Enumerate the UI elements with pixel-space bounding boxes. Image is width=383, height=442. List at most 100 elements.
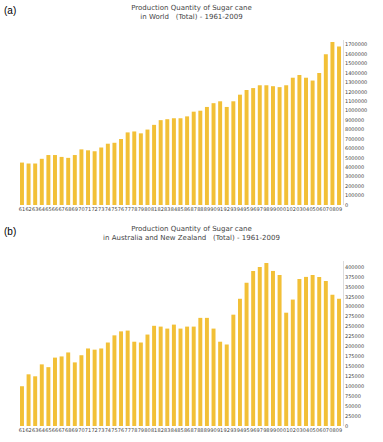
svg-text:06: 06 bbox=[316, 427, 322, 433]
svg-text:98: 98 bbox=[263, 206, 269, 212]
svg-text:86: 86 bbox=[184, 206, 190, 212]
svg-text:90: 90 bbox=[210, 427, 216, 433]
svg-text:91: 91 bbox=[217, 206, 223, 212]
svg-text:75: 75 bbox=[111, 427, 117, 433]
svg-text:75000: 75000 bbox=[345, 393, 361, 399]
svg-text:100000: 100000 bbox=[345, 383, 364, 389]
svg-text:68: 68 bbox=[65, 206, 71, 212]
svg-text:65: 65 bbox=[45, 427, 51, 433]
svg-text:66: 66 bbox=[52, 206, 58, 212]
svg-text:500000: 500000 bbox=[345, 155, 364, 161]
svg-text:375000: 375000 bbox=[345, 274, 364, 280]
svg-text:99: 99 bbox=[270, 427, 276, 433]
svg-text:(a): (a) bbox=[4, 5, 16, 16]
svg-text:400000: 400000 bbox=[345, 164, 364, 170]
svg-text:98: 98 bbox=[263, 427, 269, 433]
svg-text:89: 89 bbox=[204, 206, 210, 212]
svg-text:76: 76 bbox=[118, 206, 124, 212]
svg-text:07: 07 bbox=[323, 206, 329, 212]
svg-text:62: 62 bbox=[25, 206, 31, 212]
svg-text:95: 95 bbox=[243, 206, 249, 212]
svg-text:93: 93 bbox=[230, 427, 236, 433]
svg-text:1200000: 1200000 bbox=[345, 89, 367, 95]
svg-text:83: 83 bbox=[164, 206, 170, 212]
svg-text:97: 97 bbox=[257, 427, 263, 433]
svg-text:250000: 250000 bbox=[345, 323, 364, 329]
svg-text:02: 02 bbox=[290, 427, 296, 433]
svg-text:96: 96 bbox=[250, 206, 256, 212]
svg-text:72: 72 bbox=[91, 427, 97, 433]
svg-text:150000: 150000 bbox=[345, 363, 364, 369]
svg-text:63: 63 bbox=[32, 427, 38, 433]
svg-text:00: 00 bbox=[276, 427, 282, 433]
svg-text:94: 94 bbox=[237, 427, 243, 433]
svg-text:71: 71 bbox=[85, 427, 91, 433]
svg-text:00: 00 bbox=[276, 206, 282, 212]
svg-text:79: 79 bbox=[138, 206, 144, 212]
svg-text:04: 04 bbox=[303, 206, 309, 212]
svg-text:76: 76 bbox=[118, 427, 124, 433]
svg-text:300000: 300000 bbox=[345, 303, 364, 309]
svg-text:74: 74 bbox=[105, 206, 111, 212]
svg-text:77: 77 bbox=[124, 206, 130, 212]
svg-text:05: 05 bbox=[309, 427, 315, 433]
svg-text:64: 64 bbox=[39, 427, 45, 433]
svg-text:800000: 800000 bbox=[345, 126, 364, 132]
svg-text:80: 80 bbox=[144, 427, 150, 433]
svg-text:92: 92 bbox=[224, 427, 230, 433]
svg-text:300000: 300000 bbox=[345, 173, 364, 179]
svg-text:04: 04 bbox=[303, 427, 309, 433]
svg-text:87: 87 bbox=[191, 427, 197, 433]
svg-text:175000: 175000 bbox=[345, 353, 364, 359]
svg-text:84: 84 bbox=[171, 206, 177, 212]
svg-text:1700000: 1700000 bbox=[345, 41, 367, 47]
svg-text:85: 85 bbox=[177, 206, 183, 212]
svg-text:225000: 225000 bbox=[345, 333, 364, 339]
svg-text:67: 67 bbox=[58, 427, 64, 433]
svg-text:01: 01 bbox=[283, 427, 289, 433]
svg-text:86: 86 bbox=[184, 427, 190, 433]
svg-text:78: 78 bbox=[131, 206, 137, 212]
svg-text:50000: 50000 bbox=[345, 403, 361, 409]
svg-text:91: 91 bbox=[217, 427, 223, 433]
svg-text:96: 96 bbox=[250, 427, 256, 433]
svg-text:1600000: 1600000 bbox=[345, 51, 367, 57]
svg-text:87: 87 bbox=[191, 206, 197, 212]
svg-text:71: 71 bbox=[85, 206, 91, 212]
svg-text:1300000: 1300000 bbox=[345, 79, 367, 85]
svg-text:95: 95 bbox=[243, 427, 249, 433]
svg-text:08: 08 bbox=[329, 427, 335, 433]
svg-text:09: 09 bbox=[336, 206, 342, 212]
svg-text:82: 82 bbox=[157, 206, 163, 212]
svg-text:600000: 600000 bbox=[345, 145, 364, 151]
svg-text:Production Quantity of Sugar c: Production Quantity of Sugar canein Worl… bbox=[131, 4, 252, 21]
svg-text:64: 64 bbox=[39, 206, 45, 212]
svg-text:75: 75 bbox=[111, 206, 117, 212]
svg-text:70: 70 bbox=[78, 206, 84, 212]
svg-text:72: 72 bbox=[91, 206, 97, 212]
svg-text:0: 0 bbox=[345, 423, 348, 429]
svg-text:Production Quantity of Sugar c: Production Quantity of Sugar canein Aust… bbox=[103, 225, 280, 242]
svg-text:81: 81 bbox=[151, 427, 157, 433]
svg-text:700000: 700000 bbox=[345, 136, 364, 142]
svg-text:89: 89 bbox=[204, 427, 210, 433]
svg-text:82: 82 bbox=[157, 427, 163, 433]
svg-text:61: 61 bbox=[19, 206, 25, 212]
svg-text:08: 08 bbox=[329, 206, 335, 212]
svg-text:94: 94 bbox=[237, 206, 243, 212]
svg-text:05: 05 bbox=[309, 206, 315, 212]
svg-text:62: 62 bbox=[25, 427, 31, 433]
svg-text:(b): (b) bbox=[4, 226, 16, 237]
svg-text:84: 84 bbox=[171, 427, 177, 433]
svg-text:06: 06 bbox=[316, 206, 322, 212]
svg-text:74: 74 bbox=[105, 427, 111, 433]
svg-text:69: 69 bbox=[72, 427, 78, 433]
svg-text:73: 73 bbox=[98, 427, 104, 433]
svg-text:1100000: 1100000 bbox=[345, 98, 367, 104]
svg-text:25000: 25000 bbox=[345, 413, 361, 419]
svg-text:78: 78 bbox=[131, 427, 137, 433]
svg-text:97: 97 bbox=[257, 206, 263, 212]
svg-text:90: 90 bbox=[210, 206, 216, 212]
svg-text:81: 81 bbox=[151, 206, 157, 212]
svg-text:80: 80 bbox=[144, 206, 150, 212]
